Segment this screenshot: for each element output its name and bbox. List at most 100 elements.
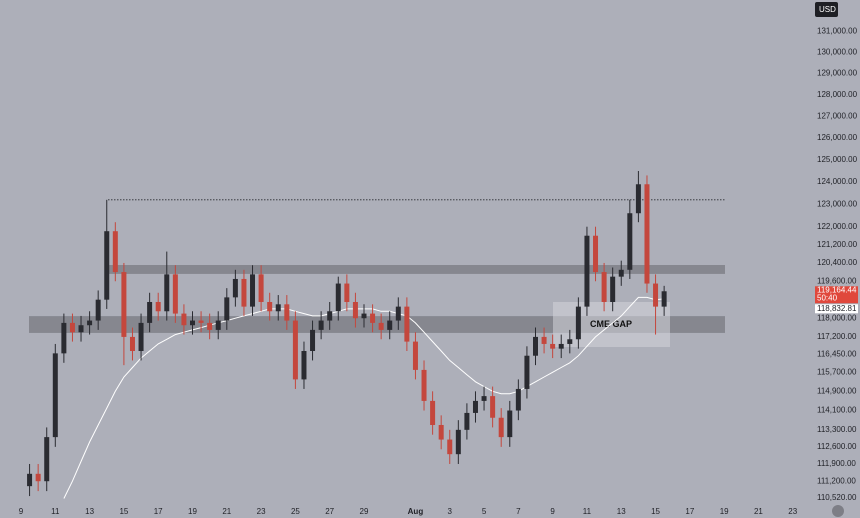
x-tick-label: 23 [788, 507, 797, 516]
candle-body [653, 283, 659, 307]
candle-body [327, 311, 333, 321]
x-tick-label: 19 [720, 507, 729, 516]
y-tick-label: 112,600.00 [817, 442, 857, 451]
candle-body [78, 325, 84, 333]
candle-body [224, 297, 230, 321]
candle-body [301, 351, 307, 380]
x-tick-label: 21 [754, 507, 763, 516]
candle-body [250, 274, 256, 307]
candle-body [112, 231, 118, 273]
y-tick-label: 131,000.00 [817, 26, 858, 35]
candle-body [69, 322, 75, 333]
candle-body [292, 320, 298, 380]
candle-body [533, 336, 538, 356]
y-tick-label: 114,900.00 [817, 386, 857, 395]
x-tick-label: 9 [550, 507, 555, 516]
candle-body [232, 278, 238, 298]
candle-body [155, 301, 161, 312]
candle-body [524, 355, 530, 389]
candle-body [610, 276, 616, 302]
y-tick-label: 116,450.00 [817, 350, 857, 359]
x-tick-label: 11 [583, 507, 592, 516]
candle-body [267, 301, 273, 312]
candle-body [644, 184, 650, 284]
candle-body [241, 278, 247, 307]
x-tick-label: 15 [651, 507, 660, 516]
candle-body [498, 417, 504, 438]
candle-body [198, 320, 204, 323]
y-tick-label: 111,900.00 [817, 459, 856, 468]
candle-body [361, 313, 367, 319]
x-tick-label: 17 [154, 507, 163, 516]
candle-body [627, 213, 633, 270]
last-price-label: 119,164.44 [817, 285, 857, 294]
candle-body [438, 424, 444, 440]
y-tick-label: 113,300.00 [817, 425, 857, 434]
candle-body [593, 235, 599, 273]
candle-body [284, 304, 290, 321]
y-tick-label: 111,200.00 [817, 476, 856, 485]
candle-body [430, 400, 436, 425]
candle-body [601, 272, 607, 302]
x-tick-label: 13 [617, 507, 626, 516]
candle-body [61, 322, 67, 354]
y-tick-label: 126,000.00 [817, 133, 858, 142]
candle-body [35, 473, 41, 482]
y-tick-label: 120,400.00 [817, 258, 858, 267]
y-tick-label: 114,100.00 [817, 406, 857, 415]
candle-body [421, 369, 427, 401]
y-tick-label: 127,000.00 [817, 112, 858, 121]
candle-body [387, 320, 393, 330]
y-tick-label: 130,000.00 [817, 47, 858, 56]
candle-body [52, 353, 58, 438]
x-tick-label: 9 [19, 507, 24, 516]
candle-body [87, 320, 93, 326]
candle-body [558, 343, 564, 349]
y-tick-label: 121,200.00 [817, 240, 858, 249]
candle-body [44, 437, 50, 482]
candle-body [335, 283, 341, 312]
candle-body [490, 396, 496, 418]
currency-label[interactable]: USD [819, 5, 836, 14]
ma-price-box [815, 304, 858, 314]
x-tick-label: 21 [222, 507, 231, 516]
x-tick-label: 7 [516, 507, 521, 516]
y-tick-label: 110,520.00 [817, 493, 857, 502]
candle-body [121, 272, 127, 337]
candle-body [447, 439, 453, 455]
candle-body [584, 235, 590, 307]
candle-body [138, 322, 144, 352]
settings-button[interactable] [832, 505, 844, 517]
x-tick-label: 3 [448, 507, 453, 516]
y-tick-label: 123,000.00 [817, 199, 858, 208]
candle-body [104, 231, 110, 300]
candle-body [258, 274, 264, 302]
y-tick-label: 119,600.00 [817, 276, 857, 285]
candle-body [395, 306, 401, 321]
candle-body [567, 339, 573, 344]
y-tick-label: 122,000.00 [817, 222, 858, 231]
y-tick-label: 115,700.00 [817, 367, 857, 376]
candle-body [661, 291, 667, 307]
candle-body [618, 269, 624, 277]
ma-price-label: 118,832.81 [817, 304, 857, 313]
candle-body [190, 320, 195, 326]
y-tick-label: 124,000.00 [817, 177, 858, 186]
x-tick-label: 29 [360, 507, 369, 516]
candle-body [215, 320, 221, 330]
y-tick-label: 128,000.00 [817, 90, 858, 99]
candle-body [275, 304, 281, 312]
candle-body [515, 388, 521, 411]
candle-body [27, 473, 33, 487]
candle-body [310, 329, 316, 352]
candle-body [541, 336, 547, 344]
candle-body [370, 313, 376, 323]
y-tick-label: 125,000.00 [817, 155, 858, 164]
x-tick-label: 11 [51, 507, 60, 516]
x-tick-label: 27 [325, 507, 334, 516]
x-tick-label: Aug [408, 507, 424, 516]
currency-badge[interactable] [815, 2, 838, 17]
candle-body [635, 184, 641, 214]
